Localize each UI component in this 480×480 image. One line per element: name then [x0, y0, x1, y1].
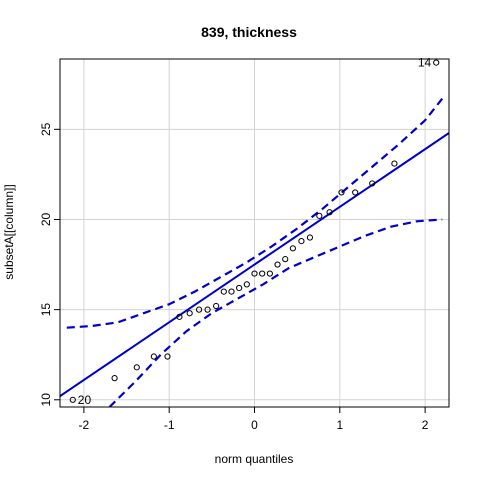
data-point [352, 189, 359, 196]
y-axis-label: subsetA[[column]] [2, 184, 16, 279]
chart-title: 839, thickness [201, 24, 297, 40]
data-point [316, 212, 323, 219]
data-point [150, 353, 157, 360]
x-tick-label: 1 [336, 418, 343, 432]
point-label: 14 [418, 56, 432, 70]
y-tick-label: 10 [39, 393, 53, 407]
data-point [176, 313, 183, 320]
x-axis-label: norm quantiles [215, 452, 294, 466]
fit-line [60, 132, 449, 397]
y-axis-ticks: 10 15 20 25 [39, 122, 60, 406]
y-tick-label: 20 [39, 212, 53, 226]
data-point [204, 306, 211, 313]
data-point [220, 288, 227, 295]
x-tick-label: 2 [422, 418, 429, 432]
reference-line [60, 132, 449, 397]
data-point [433, 59, 440, 66]
data-point [306, 234, 314, 241]
data-point [289, 245, 296, 252]
data-point [259, 270, 266, 277]
x-tick-label: -1 [164, 418, 175, 432]
data-point [69, 396, 76, 403]
data-point [274, 261, 281, 268]
data-point [111, 375, 118, 382]
data-point [236, 284, 243, 292]
point-label: 20 [78, 393, 92, 407]
lower-envelope-line [108, 218, 443, 407]
y-tick-label: 15 [39, 303, 53, 317]
data-point [186, 310, 193, 317]
data-point [298, 238, 305, 245]
data-point [243, 281, 250, 288]
data-point [338, 189, 345, 196]
data-point [228, 288, 235, 295]
y-tick-label: 25 [39, 122, 53, 136]
data-point [195, 306, 203, 313]
data-point [251, 270, 258, 277]
data-point [213, 302, 220, 310]
plot-frame [59, 58, 450, 408]
data-point [133, 364, 140, 371]
data-point [391, 160, 398, 167]
data-point [266, 270, 273, 277]
upper-envelope-line [66, 98, 444, 329]
data-point [282, 256, 289, 263]
data-points [69, 59, 440, 403]
grid [60, 59, 449, 407]
data-point [369, 180, 376, 187]
x-axis-ticks: -2 -1 0 1 2 [79, 407, 429, 432]
data-point [326, 209, 333, 216]
data-point [164, 353, 171, 360]
x-tick-label: -2 [79, 418, 90, 432]
x-tick-label: 0 [251, 418, 258, 432]
confidence-envelope [66, 98, 444, 407]
